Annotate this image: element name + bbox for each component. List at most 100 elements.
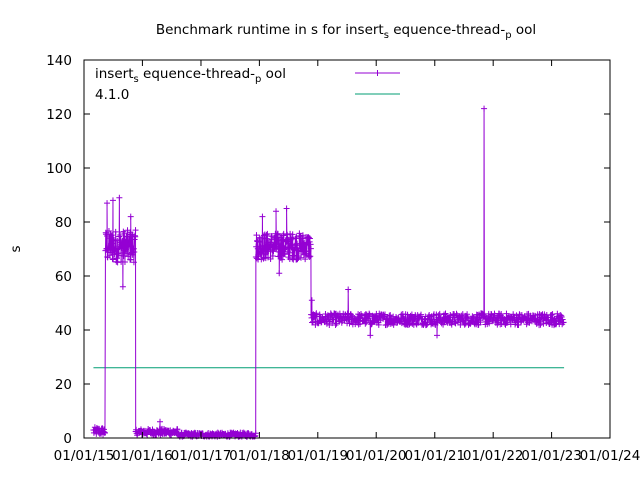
legend-label-benchmark-part: p [255,74,261,85]
data-point-marker [104,200,111,207]
chart-title-part: p [505,30,511,41]
data-point-marker [434,332,441,339]
data-point-marker [280,230,287,237]
data-point-marker [273,208,280,215]
data-point-marker [332,321,339,328]
data-point-marker [436,310,443,317]
data-point-marker [276,244,283,251]
data-point-marker [122,246,129,253]
data-point-marker [282,243,289,250]
data-point-marker [99,425,106,432]
data-point-marker [107,245,114,252]
data-point-marker [283,205,290,212]
data-point-marker [157,418,164,425]
legend-label-benchmark-part: s [134,74,139,85]
y-tick-label: 80 [55,215,72,231]
data-point-marker [435,312,442,319]
data-point-marker [292,235,299,242]
data-point-marker [293,234,300,241]
data-point-marker [537,321,544,328]
data-point-marker [279,256,286,263]
data-point-marker [263,235,270,242]
data-point-marker [427,314,434,321]
data-point-marker [302,256,309,263]
data-point-marker [119,283,126,290]
plot-frame [83,59,611,439]
data-point-marker [294,256,301,263]
data-point-marker [307,245,314,252]
y-tick-label: 140 [46,53,72,69]
data-point-marker [276,270,283,277]
y-axis-label: s [8,245,24,252]
data-point-marker [297,254,304,261]
data-point-marker [132,233,139,240]
data-point-marker [109,197,116,204]
chart-title-part: equence-thread- [389,22,505,38]
data-point-marker [109,255,116,262]
data-point-marker [382,311,389,318]
data-point-marker [560,319,567,326]
data-point-marker [114,237,121,244]
data-point-marker [367,332,374,339]
data-point-marker [289,231,296,238]
data-point-marker [108,249,115,256]
data-point-marker [132,227,139,234]
data-point-marker [117,232,124,239]
data-point-marker [300,240,307,247]
data-point-marker [264,230,271,237]
data-point-marker [116,233,123,240]
legend-label-benchmark-part: equence-thread- [139,66,255,82]
data-point-marker [284,236,291,243]
data-point-marker [123,250,130,257]
chart-title-part: ool [512,22,537,38]
data-point-marker [287,230,294,237]
y-tick-label: 40 [55,323,72,339]
data-point-marker [125,237,132,244]
data-point-marker [121,259,128,266]
data-point-marker [308,297,315,304]
data-point-marker [253,232,260,239]
data-point-marker [267,255,274,262]
data-point-marker [109,240,116,247]
legend-label-benchmark-part: insert [95,66,134,82]
data-point-marker [127,256,134,263]
data-point-marker [442,310,449,317]
data-point-marker [122,238,129,245]
data-point-marker [447,311,454,318]
data-point-marker [269,252,276,259]
data-point-marker [127,213,134,220]
data-point-marker [121,230,128,237]
x-tick-label: 01/01/19 [287,448,348,464]
data-point-marker [548,311,555,318]
series-benchmark [90,105,567,440]
data-point-marker [481,105,488,112]
y-tick-label: 120 [46,107,72,123]
data-point-marker [306,235,313,242]
data-point-marker [115,252,122,259]
data-point-marker [257,235,264,242]
data-point-marker [281,251,288,258]
data-point-marker [307,253,314,260]
y-tick-label: 60 [55,269,72,285]
data-point-marker [116,194,123,201]
x-tick-label: 01/01/16 [112,448,173,464]
data-point-marker [260,232,267,239]
data-point-marker [106,252,113,259]
data-point-marker [488,311,495,318]
data-point-marker [256,239,263,246]
data-point-marker [105,227,112,234]
data-point-marker [503,310,510,317]
data-point-marker [110,256,117,263]
data-point-marker [101,430,108,437]
data-point-marker [498,310,505,317]
data-point-marker [261,242,268,249]
x-tick-label: 01/01/21 [404,448,465,464]
data-point-marker [386,312,393,319]
data-point-marker [477,319,484,326]
legend-label-benchmark: inserts equence-thread-p ool [95,66,286,85]
x-tick-label: 01/01/23 [521,448,582,464]
data-point-marker [259,213,266,220]
data-point-marker [274,230,281,237]
